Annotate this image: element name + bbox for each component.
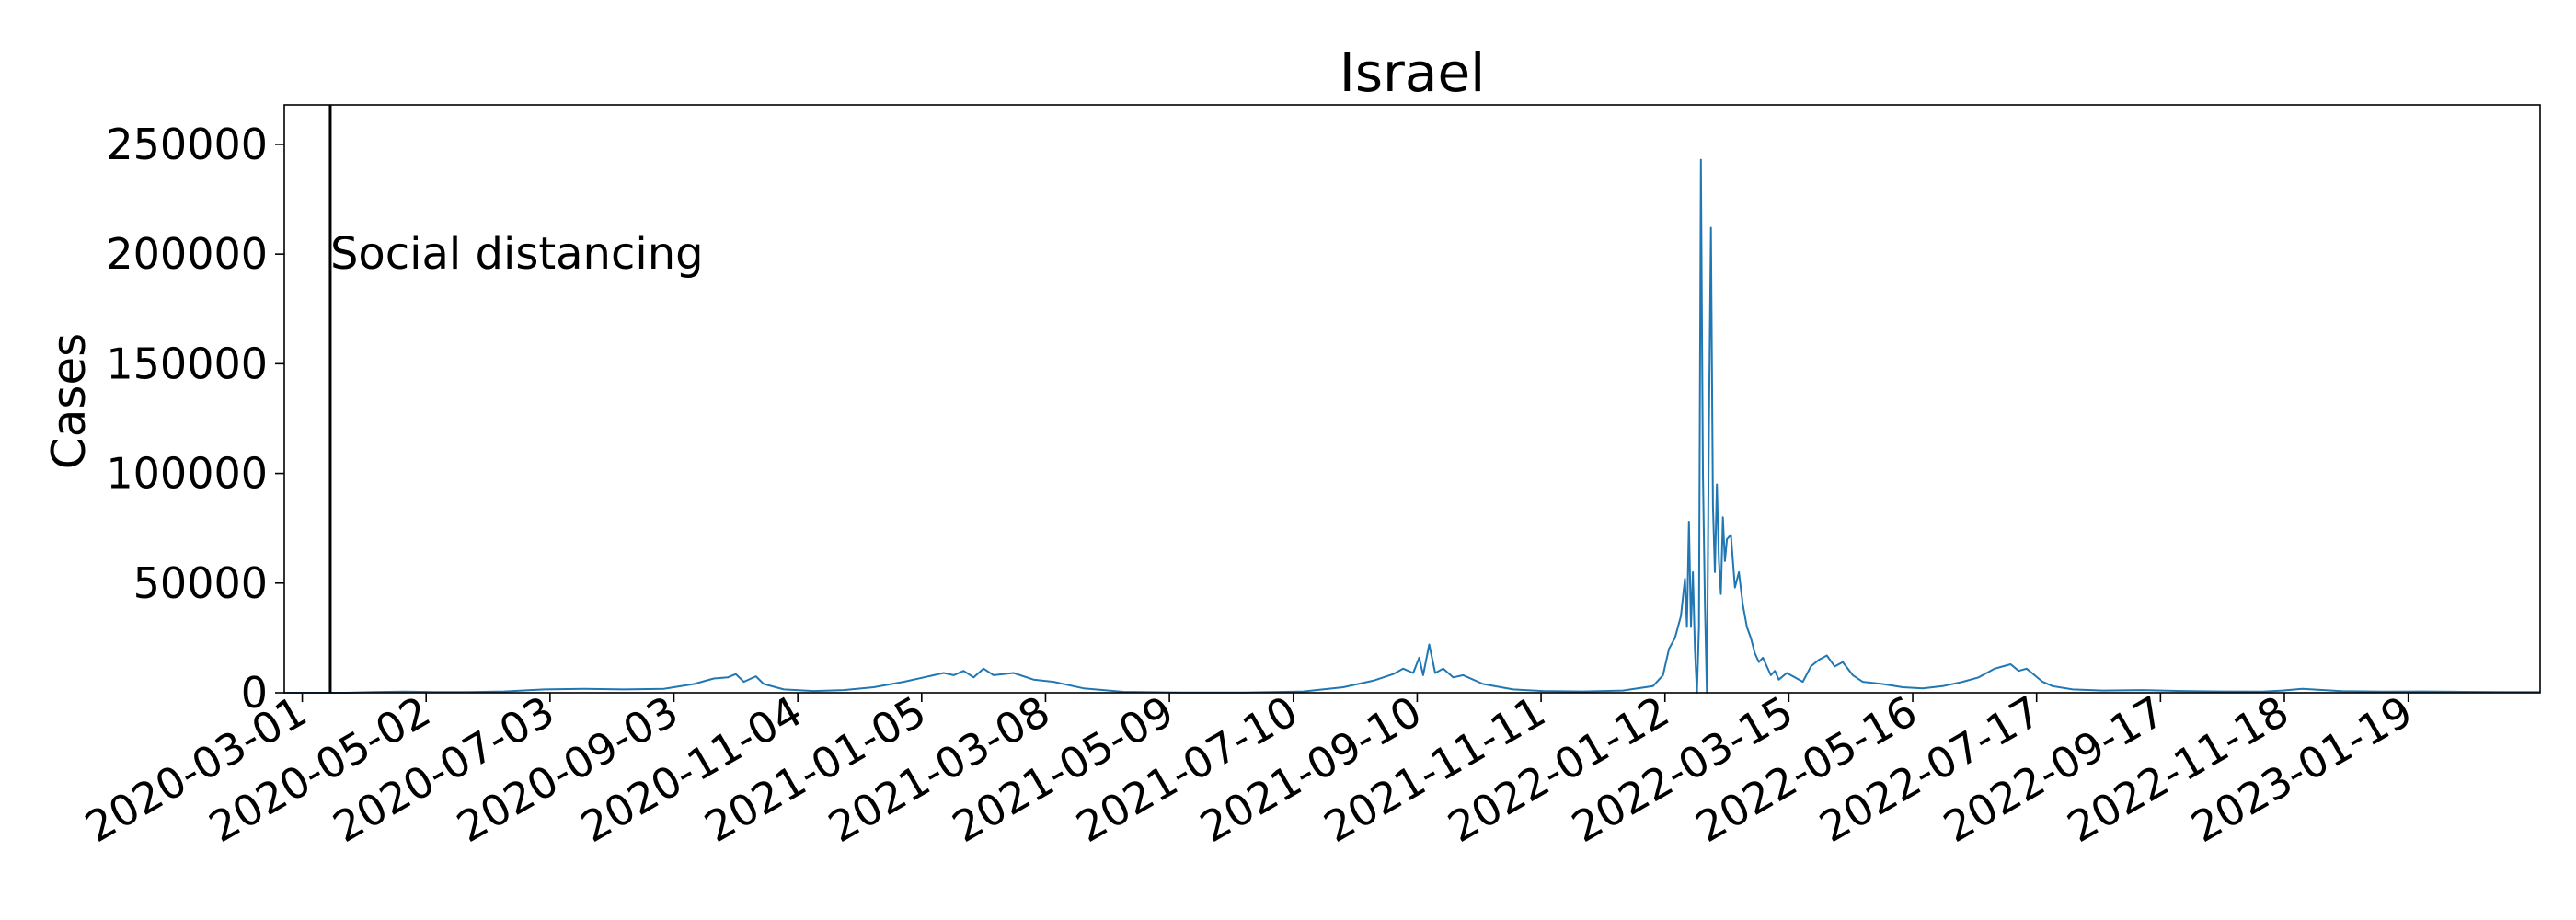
y-tick-label: 100000	[106, 449, 268, 499]
plot-frame	[283, 104, 2541, 694]
y-tick-label: 0	[241, 668, 268, 718]
y-tick-label: 150000	[106, 339, 268, 388]
y-tick-label: 250000	[106, 120, 268, 169]
y-axis-label: Cases	[42, 333, 96, 469]
y-tick-label: 50000	[133, 558, 268, 608]
y-tick-label: 200000	[106, 229, 268, 279]
x-axis: 2020-03-012020-05-022020-07-032020-09-03…	[77, 686, 2421, 852]
chart-title: Israel	[1340, 41, 1486, 104]
cases-series-line	[284, 158, 2540, 694]
y-axis: 0 50000 100000 150000 200000 250000	[106, 120, 284, 718]
social-distancing-annotation: Social distancing	[330, 228, 704, 280]
